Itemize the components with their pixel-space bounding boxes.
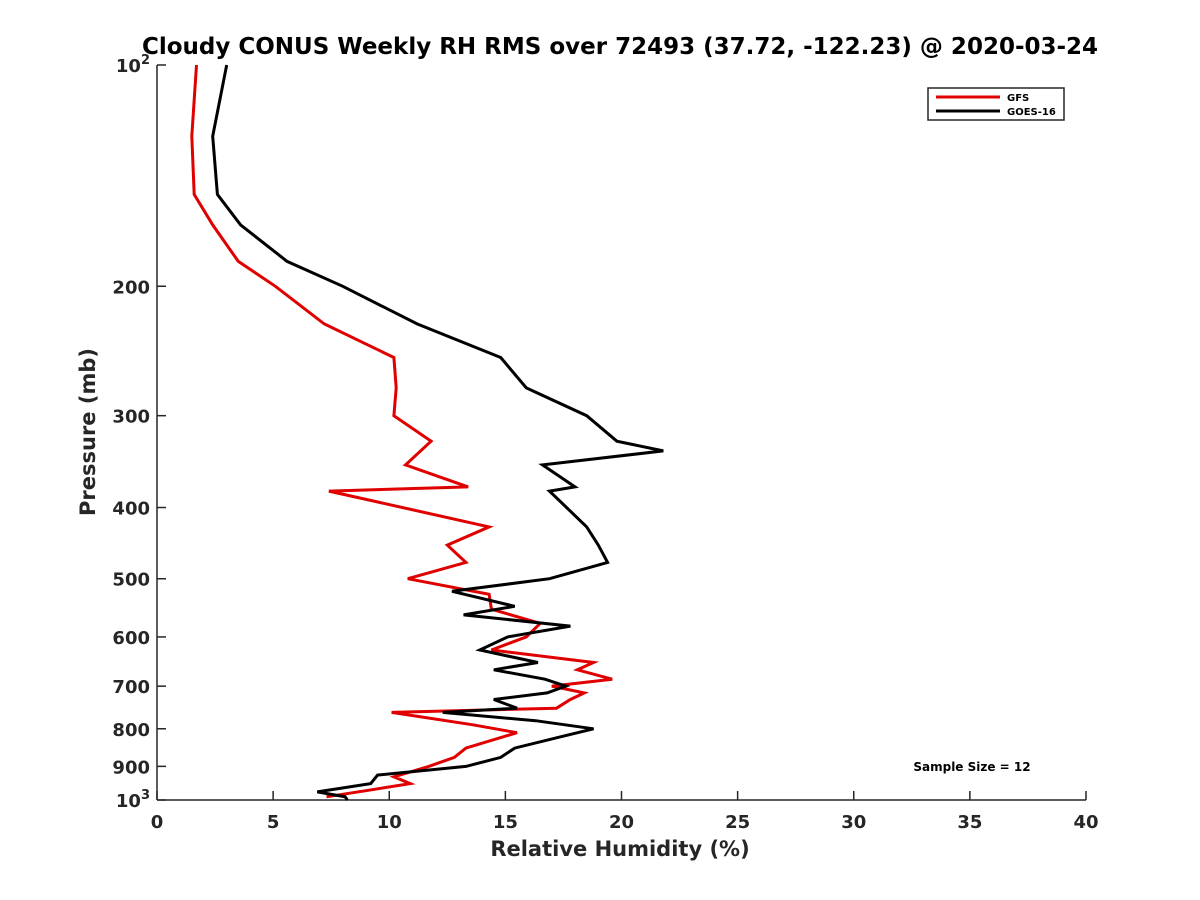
y-tick-label: 500 — [112, 570, 150, 591]
legend-label-gfs: GFS — [1007, 93, 1029, 104]
legend: GFS GOES-16 — [927, 87, 1065, 121]
x-axis-label: Relative Humidity (%) — [490, 837, 749, 861]
x-tick-label: 10 — [377, 812, 402, 833]
x-tick-label: 20 — [609, 812, 634, 833]
y-tick-label: 400 — [112, 499, 150, 520]
x-tick-label: 40 — [1073, 812, 1098, 833]
axes — [156, 65, 1086, 801]
y-tick-label: 600 — [112, 628, 150, 649]
x-tick-label: 25 — [725, 812, 750, 833]
y-tick-label: 300 — [112, 407, 150, 428]
x-tick-label: 5 — [267, 812, 280, 833]
series-line-goes-16 — [211, 64, 664, 801]
series-lines — [190, 64, 664, 801]
x-tick-label: 30 — [841, 812, 866, 833]
x-tick-label: 15 — [493, 812, 518, 833]
x-tick-label: 35 — [957, 812, 982, 833]
y-tick-label: 103 — [116, 788, 150, 812]
sample-size-annotation: Sample Size = 12 — [913, 760, 1030, 774]
x-tick-label: 0 — [151, 812, 164, 833]
ticks: 0 5 10 15 20 25 30 35 40 102 200 300 400 500 600 700 800… — [112, 53, 1098, 833]
legend-label-goes-16: GOES-16 — [1007, 107, 1056, 118]
y-tick-label: 200 — [112, 277, 150, 298]
chart-title: Cloudy CONUS Weekly RH RMS over 72493 (3… — [142, 34, 1098, 60]
y-tick-label: 102 — [116, 53, 150, 77]
y-tick-label: 700 — [112, 677, 150, 698]
y-axis-label: Pressure (mb) — [76, 348, 100, 516]
y-tick-label: 800 — [112, 720, 150, 741]
series-line-gfs — [190, 64, 613, 799]
legend-box — [927, 87, 1065, 121]
y-tick-label: 900 — [112, 757, 150, 778]
